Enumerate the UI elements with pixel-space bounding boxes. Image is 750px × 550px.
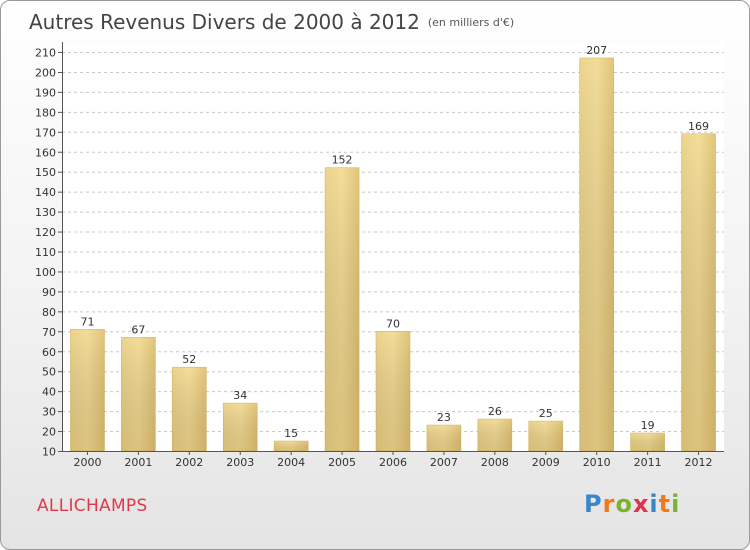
bar-value-label: 34 <box>233 389 247 402</box>
logo-letter: t <box>658 490 672 518</box>
chart-title: Autres Revenus Divers de 2000 à 2012 (en … <box>29 10 514 34</box>
bar-value-label: 19 <box>641 419 655 432</box>
bar-value-label: 23 <box>437 411 451 424</box>
chart-title-text: Autres Revenus Divers de 2000 à 2012 <box>29 10 420 34</box>
commune-name: ALLICHAMPS <box>37 496 148 516</box>
y-tick-label: 180 <box>35 106 56 119</box>
x-tick-label: 2010 <box>583 456 611 469</box>
y-tick-label: 160 <box>35 146 56 159</box>
y-tick-label: 130 <box>35 206 56 219</box>
bars: 71 67 52 34 15 152 70 23 26 25 207 19 169 <box>70 44 716 452</box>
y-tick-label: 30 <box>42 406 56 419</box>
logo-letter: i <box>671 490 681 518</box>
bar-shade <box>223 403 258 451</box>
bar-shade <box>579 57 614 452</box>
bar-value-label: 25 <box>539 407 553 420</box>
y-tick-label: 40 <box>42 386 56 399</box>
x-tick-label: 2005 <box>328 456 356 469</box>
bar-shade <box>528 421 563 451</box>
logo-letter: i <box>649 490 659 518</box>
bar-value-label: 15 <box>284 427 298 440</box>
bar-shade <box>630 433 665 451</box>
y-tick-label: 190 <box>35 86 56 99</box>
y-tick-label: 70 <box>42 326 56 339</box>
bar-value-label: 70 <box>386 317 400 330</box>
x-tick-label: 2008 <box>481 456 509 469</box>
x-tick-label: 2000 <box>73 456 101 469</box>
y-tick-label: 170 <box>35 126 56 139</box>
x-tick-label: 2003 <box>226 456 254 469</box>
bar-shade <box>121 337 156 451</box>
y-tick-label: 200 <box>35 66 56 79</box>
bar-shade <box>376 331 410 451</box>
y-tick-label: 120 <box>35 226 56 239</box>
x-tick-label: 2007 <box>430 456 458 469</box>
bar-value-label: 26 <box>488 405 502 418</box>
bar-shade <box>70 329 105 451</box>
bar-shade <box>274 441 309 451</box>
y-tick-label: 150 <box>35 166 56 179</box>
bar-value-label: 52 <box>182 353 196 366</box>
bar-shade <box>681 133 716 452</box>
x-tick-label: 2001 <box>124 456 152 469</box>
x-tick-label: 2006 <box>379 456 407 469</box>
bar-value-label: 67 <box>131 323 145 336</box>
logo-letter: o <box>615 490 633 518</box>
x-axis: 2000 2001 2002 2003 2004 2005 2006 2007 2008 2009… <box>62 451 724 469</box>
y-tick-label: 110 <box>35 246 56 259</box>
x-tick-label: 2004 <box>277 456 305 469</box>
bar-shade <box>325 167 360 451</box>
logo-letter: x <box>632 490 650 518</box>
x-tick-label: 2002 <box>175 456 203 469</box>
bar-shade <box>426 425 461 451</box>
y-tick-label: 90 <box>42 286 56 299</box>
logo-letter: r <box>602 490 616 518</box>
bar-value-label: 169 <box>688 120 709 133</box>
x-tick-label: 2011 <box>634 456 662 469</box>
bar-value-label: 207 <box>586 44 607 57</box>
y-tick-label: 20 <box>42 426 56 439</box>
y-tick-label: 10 <box>42 446 56 459</box>
y-tick-label: 140 <box>35 186 56 199</box>
x-tick-label: 2012 <box>685 456 713 469</box>
bar-value-label: 152 <box>332 154 353 167</box>
y-tick-label: 60 <box>42 346 56 359</box>
y-tick-label: 50 <box>42 366 56 379</box>
y-axis: 10 20 30 40 50 60 70 80 90 100 110 120 130 140 150 160 1… <box>35 42 63 459</box>
chart-subtitle: (en milliers d'€) <box>427 16 515 29</box>
y-tick-label: 210 <box>35 47 56 60</box>
x-tick-label: 2009 <box>532 456 560 469</box>
y-tick-label: 100 <box>35 266 56 279</box>
y-tick-label: 80 <box>42 306 56 319</box>
bar-shade <box>477 419 512 451</box>
logo-letter: P <box>584 490 603 518</box>
bar-value-label: 71 <box>80 315 94 328</box>
proxiti-logo[interactable]: Proxiti <box>584 490 680 518</box>
bar-shade <box>172 367 207 451</box>
